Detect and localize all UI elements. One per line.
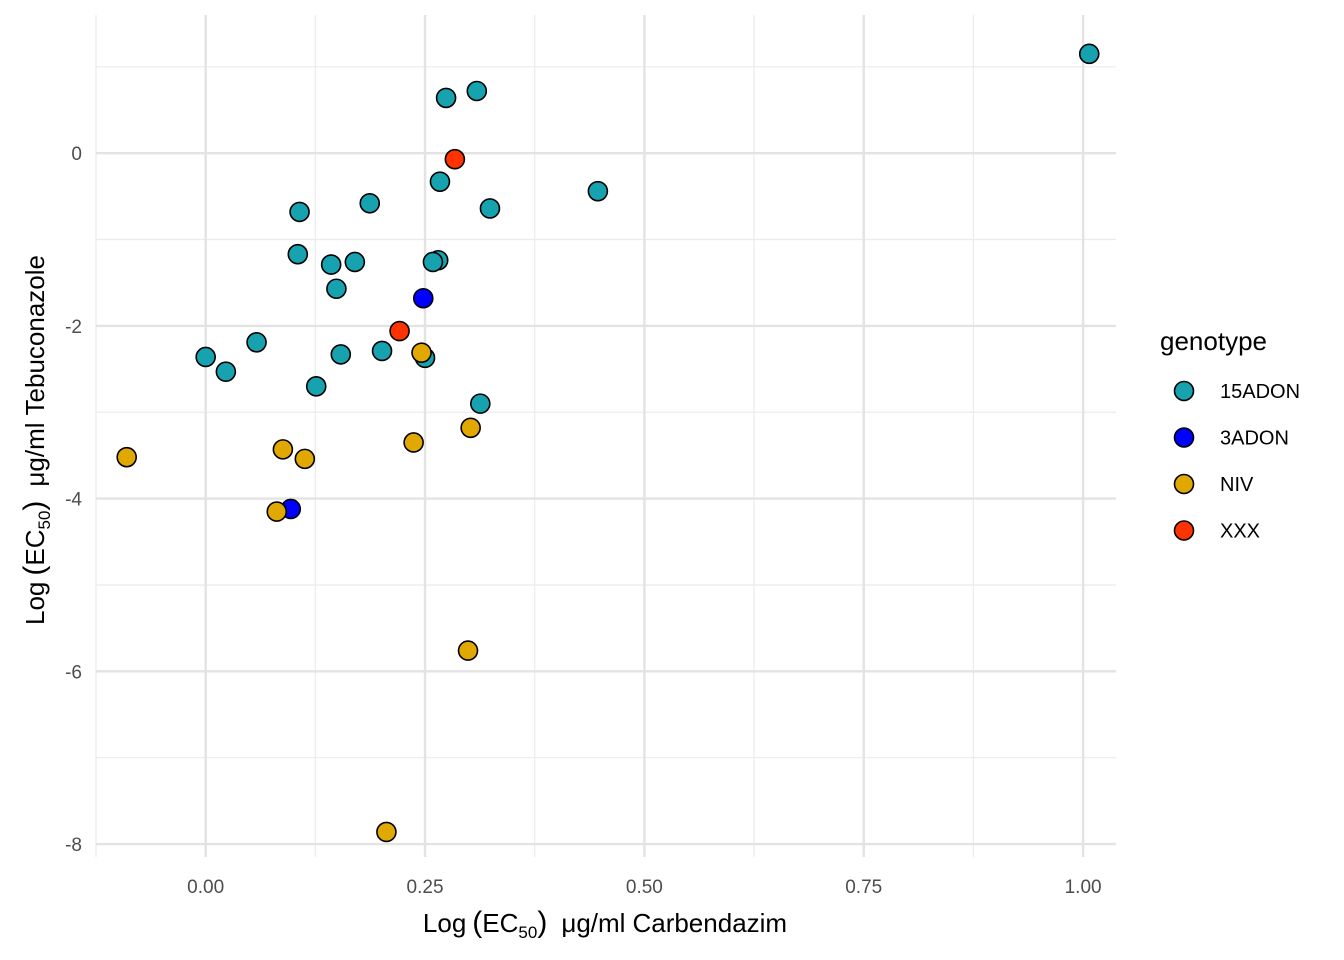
point-15adon — [215, 361, 237, 382]
legend: genotype 15ADON 3ADON NIV XXX — [1160, 326, 1300, 543]
x-tick-label: 1.00 — [1065, 877, 1102, 898]
x-axis-title-ec: EC — [482, 908, 518, 938]
x-axis-title-prefix: Log — [423, 908, 466, 938]
x-tick-label: 0.75 — [845, 877, 882, 898]
major-gridlines — [96, 15, 1116, 857]
legend-key-15adon — [1173, 380, 1195, 402]
point-15adon — [422, 251, 444, 273]
legend-label-niv: NIV — [1220, 474, 1254, 496]
y-tick-label: -4 — [65, 490, 82, 511]
x-axis-title-subscript: 50 — [518, 923, 537, 942]
point-15adon — [344, 251, 366, 273]
point-niv — [403, 432, 424, 453]
y-axis-tick-labels: 0 -2 -4 -6 -8 — [65, 144, 82, 856]
y-tick-label: -8 — [65, 835, 82, 856]
point-15adon — [287, 243, 309, 265]
point-niv — [266, 501, 288, 522]
legend-label-3adon: 3ADON — [1220, 428, 1289, 450]
point-15adon — [326, 278, 347, 300]
legend-label-xxx: XXX — [1220, 521, 1260, 543]
y-axis-title: Log(EC50)μg/mlTebuconazole — [18, 255, 54, 625]
legend-items: 15ADON 3ADON NIV XXX — [1173, 380, 1300, 543]
point-niv — [457, 640, 479, 661]
point-xxx — [444, 148, 466, 170]
legend-key-niv — [1173, 473, 1195, 495]
point-15adon — [289, 201, 310, 223]
point-15adon — [435, 87, 457, 109]
point-15adon — [466, 80, 488, 102]
point-niv — [411, 342, 432, 363]
point-3adon — [412, 287, 434, 309]
point-15adon — [359, 192, 381, 214]
y-axis-title-drug: Tebuconazole — [20, 255, 50, 415]
legend-key-xxx — [1173, 520, 1195, 541]
point-15adon — [195, 346, 216, 368]
point-niv — [272, 439, 294, 460]
data-points — [116, 43, 1100, 843]
point-15adon — [429, 171, 451, 192]
x-axis-title-drug: Carbendazim — [632, 908, 787, 938]
x-axis-tick-labels: 0.00 0.25 0.50 0.75 1.00 — [187, 877, 1101, 898]
point-niv — [376, 821, 397, 843]
point-15adon — [1078, 43, 1100, 65]
point-xxx — [389, 320, 410, 342]
y-tick-label: 0 — [71, 144, 82, 165]
y-axis-title-prefix: Log — [20, 582, 50, 625]
y-tick-label: -2 — [65, 317, 82, 338]
x-axis-title-unit: μg/ml — [561, 908, 625, 938]
y-axis-title-unit: μg/ml — [20, 422, 50, 486]
point-15adon — [320, 254, 342, 275]
point-15adon — [246, 332, 267, 353]
point-15adon — [371, 340, 393, 362]
x-tick-label: 0.25 — [407, 877, 444, 898]
point-15adon — [479, 198, 501, 219]
legend-key-3adon — [1173, 427, 1195, 448]
point-niv — [116, 446, 138, 468]
point-15adon — [330, 344, 352, 365]
y-axis-title-subscript: 50 — [35, 511, 54, 530]
y-axis-title-ec: EC — [20, 529, 50, 565]
point-niv — [294, 448, 316, 470]
x-tick-label: 0.00 — [187, 877, 224, 898]
point-15adon — [305, 376, 327, 397]
legend-title: genotype — [1160, 326, 1267, 356]
x-axis-title: Log (EC50) μg/ml Carbendazim — [423, 906, 787, 942]
y-tick-label: -6 — [65, 662, 82, 683]
legend-label-15adon: 15ADON — [1220, 381, 1300, 403]
point-niv — [460, 417, 481, 439]
point-15adon — [470, 393, 491, 414]
minor-gridlines — [95, 15, 1116, 857]
x-tick-label: 0.50 — [626, 877, 663, 898]
point-15adon — [587, 180, 609, 202]
